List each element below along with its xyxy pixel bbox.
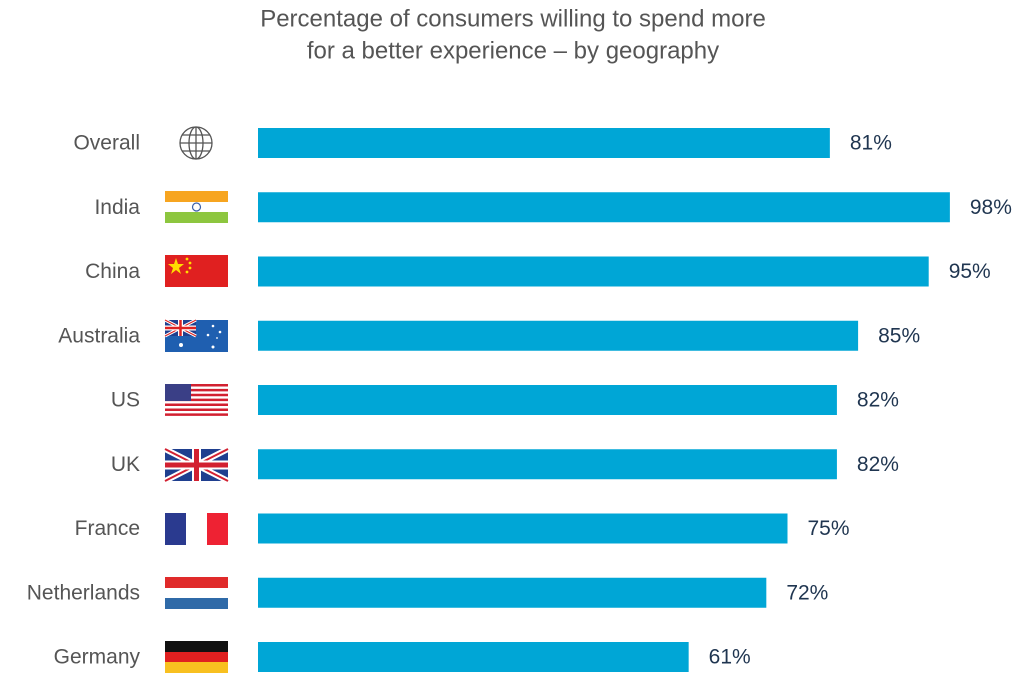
value-label: 95% bbox=[949, 260, 991, 283]
bar bbox=[258, 256, 929, 287]
globe-icon bbox=[179, 126, 213, 160]
category-label: China bbox=[85, 260, 140, 283]
category-label: Germany bbox=[54, 646, 141, 669]
chart-title: Percentage of consumers willing to spend… bbox=[260, 5, 766, 32]
category-label: Overall bbox=[73, 132, 140, 155]
category-label: France bbox=[75, 517, 140, 540]
category-label: Netherlands bbox=[27, 581, 140, 604]
chart-title: for a better experience – by geography bbox=[307, 37, 719, 64]
value-label: 98% bbox=[970, 196, 1012, 219]
category-label: India bbox=[94, 196, 140, 219]
bar bbox=[258, 449, 837, 480]
flag-germany bbox=[165, 641, 228, 673]
category-label: UK bbox=[111, 453, 140, 476]
value-label: 85% bbox=[878, 324, 920, 347]
bar bbox=[258, 642, 689, 672]
category-label: Australia bbox=[58, 324, 140, 347]
flags bbox=[163, 126, 230, 673]
value-label: 75% bbox=[808, 517, 850, 540]
bar bbox=[258, 192, 950, 223]
bar bbox=[258, 385, 837, 415]
value-label: 72% bbox=[786, 581, 828, 604]
category-label: US bbox=[111, 389, 140, 412]
bar bbox=[258, 513, 788, 544]
value-label: 81% bbox=[850, 132, 892, 155]
value-label: 61% bbox=[709, 646, 751, 669]
value-label: 82% bbox=[857, 389, 899, 412]
flag-uk bbox=[163, 446, 230, 484]
bar bbox=[258, 577, 767, 608]
flag-india bbox=[165, 191, 228, 223]
flag-china bbox=[165, 255, 228, 287]
flag-netherlands bbox=[165, 577, 228, 609]
flag-australia bbox=[164, 318, 228, 352]
flag-france bbox=[165, 513, 228, 545]
bar bbox=[258, 128, 830, 158]
bar bbox=[258, 320, 859, 351]
value-label: 82% bbox=[857, 453, 899, 476]
flag-us bbox=[165, 383, 228, 416]
